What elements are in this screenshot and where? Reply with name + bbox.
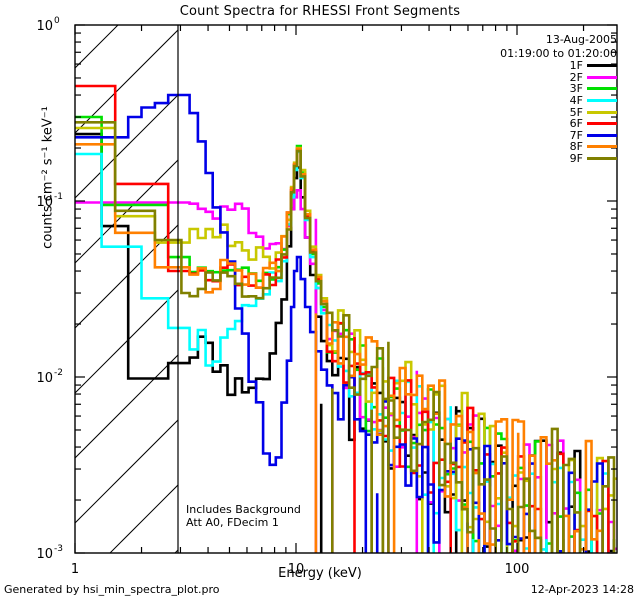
spectrum-dropout xyxy=(375,493,379,553)
spectrum-dropout xyxy=(612,539,616,553)
legend-color-swatch xyxy=(587,110,617,114)
legend-label: 2F xyxy=(569,70,583,84)
x-tick-label: 100 xyxy=(505,562,530,577)
legend-entry-2f: 2F xyxy=(547,72,617,84)
x-tick-label: 1 xyxy=(71,562,79,577)
legend: 1F 2F 3F 4F 5F 6F 7F 8F 9F xyxy=(547,60,617,164)
svg-text:10: 10 xyxy=(36,371,53,386)
legend-color-swatch xyxy=(587,87,617,91)
spectrum-trace-8f xyxy=(75,143,604,553)
legend-entry-6f: 6F xyxy=(547,118,617,130)
axis-frame xyxy=(74,24,618,554)
legend-entry-5f: 5F xyxy=(547,106,617,118)
spectrum-dropout xyxy=(364,430,368,553)
spectrum-dropout xyxy=(319,403,323,553)
spectra-traces xyxy=(75,84,631,555)
generator-credit: Generated by hsi_min_spectra_plot.pro xyxy=(4,583,220,596)
spectrum-dropout xyxy=(556,510,559,553)
spectrum-dropout xyxy=(477,539,481,553)
legend-label: 8F xyxy=(569,140,583,154)
legend-entry-8f: 8F xyxy=(547,141,617,153)
legend-entry-7f: 7F xyxy=(547,130,617,142)
spectrum-dropout xyxy=(381,367,385,553)
svg-text:-1: -1 xyxy=(54,192,63,202)
legend-label: 4F xyxy=(569,94,583,108)
legend-entry-3f: 3F xyxy=(547,83,617,95)
spectrum-dropout xyxy=(483,456,486,553)
observation-date: 13-Aug-2005 xyxy=(545,33,617,46)
legend-color-swatch xyxy=(587,157,617,161)
legend-color-swatch xyxy=(587,99,617,103)
svg-text:10: 10 xyxy=(36,195,53,210)
legend-color-swatch xyxy=(587,122,617,126)
spectrum-dropout xyxy=(314,313,318,553)
page-title: Count Spectra for RHESSI Front Segments xyxy=(179,4,461,19)
annotation-line-2: Att A0, FDecim 1 xyxy=(186,516,279,529)
y-axis-label: counts cm⁻² s⁻¹ keV⁻¹ xyxy=(40,106,56,249)
x-axis-tick-labels: 1 10 100 xyxy=(71,562,530,577)
spectrum-dropout xyxy=(620,539,626,555)
spectrum-dropout xyxy=(625,515,631,555)
generated-timestamp: 12-Apr-2023 14:28 xyxy=(530,583,634,596)
legend-entry-1f: 1F xyxy=(547,60,617,72)
legend-color-swatch xyxy=(587,133,617,137)
legend-label: 7F xyxy=(569,128,583,142)
svg-text:0: 0 xyxy=(54,16,60,26)
y-tick-label: 10 -1 xyxy=(36,192,63,210)
legend-color-swatch xyxy=(587,64,617,68)
spectrum-trace-1f xyxy=(75,132,616,553)
spectrum-dropout xyxy=(466,532,469,553)
svg-text:-3: -3 xyxy=(54,544,63,554)
spectrum-dropout xyxy=(545,539,548,553)
legend-label: 9F xyxy=(569,152,583,166)
svg-text:10: 10 xyxy=(36,547,53,562)
spectrum-dropout xyxy=(590,539,593,553)
observation-time-range: 01:19:00 to 01:20:00 xyxy=(500,47,617,60)
y-tick-label: 10 -3 xyxy=(36,544,63,562)
legend-entry-4f: 4F xyxy=(547,95,617,107)
spectrum-dropout xyxy=(387,341,390,553)
svg-text:-2: -2 xyxy=(54,368,63,378)
annotation-line-1: Includes Background xyxy=(186,503,301,516)
spectrum-trace-5f xyxy=(75,126,617,553)
spectrum-dropout xyxy=(331,388,334,553)
x-tick-label: 10 xyxy=(288,562,305,577)
legend-label: 5F xyxy=(569,105,583,119)
spectrum-dropout xyxy=(471,539,475,553)
spectrum-dropout xyxy=(516,432,520,553)
spectrum-dropout xyxy=(511,539,514,553)
spectrum-dropout xyxy=(392,413,396,553)
plot-annotation: Includes Background Att A0, FDecim 1 xyxy=(186,503,301,529)
x-axis-label: Energy (keV) xyxy=(278,566,362,581)
legend-color-swatch xyxy=(587,145,617,149)
spectrum-dropout xyxy=(539,539,543,553)
legend-label: 6F xyxy=(569,117,583,131)
svg-text:10: 10 xyxy=(36,19,53,34)
legend-entry-9f: 9F xyxy=(547,153,617,165)
y-tick-label: 10 0 xyxy=(36,16,60,34)
legend-label: 1F xyxy=(569,59,583,73)
spectrum-dropout xyxy=(370,409,373,553)
y-tick-label: 10 -2 xyxy=(36,368,63,386)
legend-label: 3F xyxy=(569,82,583,96)
legend-color-swatch xyxy=(587,75,617,79)
spectrum-dropout xyxy=(426,453,430,553)
spectrum-trace-2f xyxy=(75,189,617,553)
spectrum-trace-9f xyxy=(75,121,616,553)
